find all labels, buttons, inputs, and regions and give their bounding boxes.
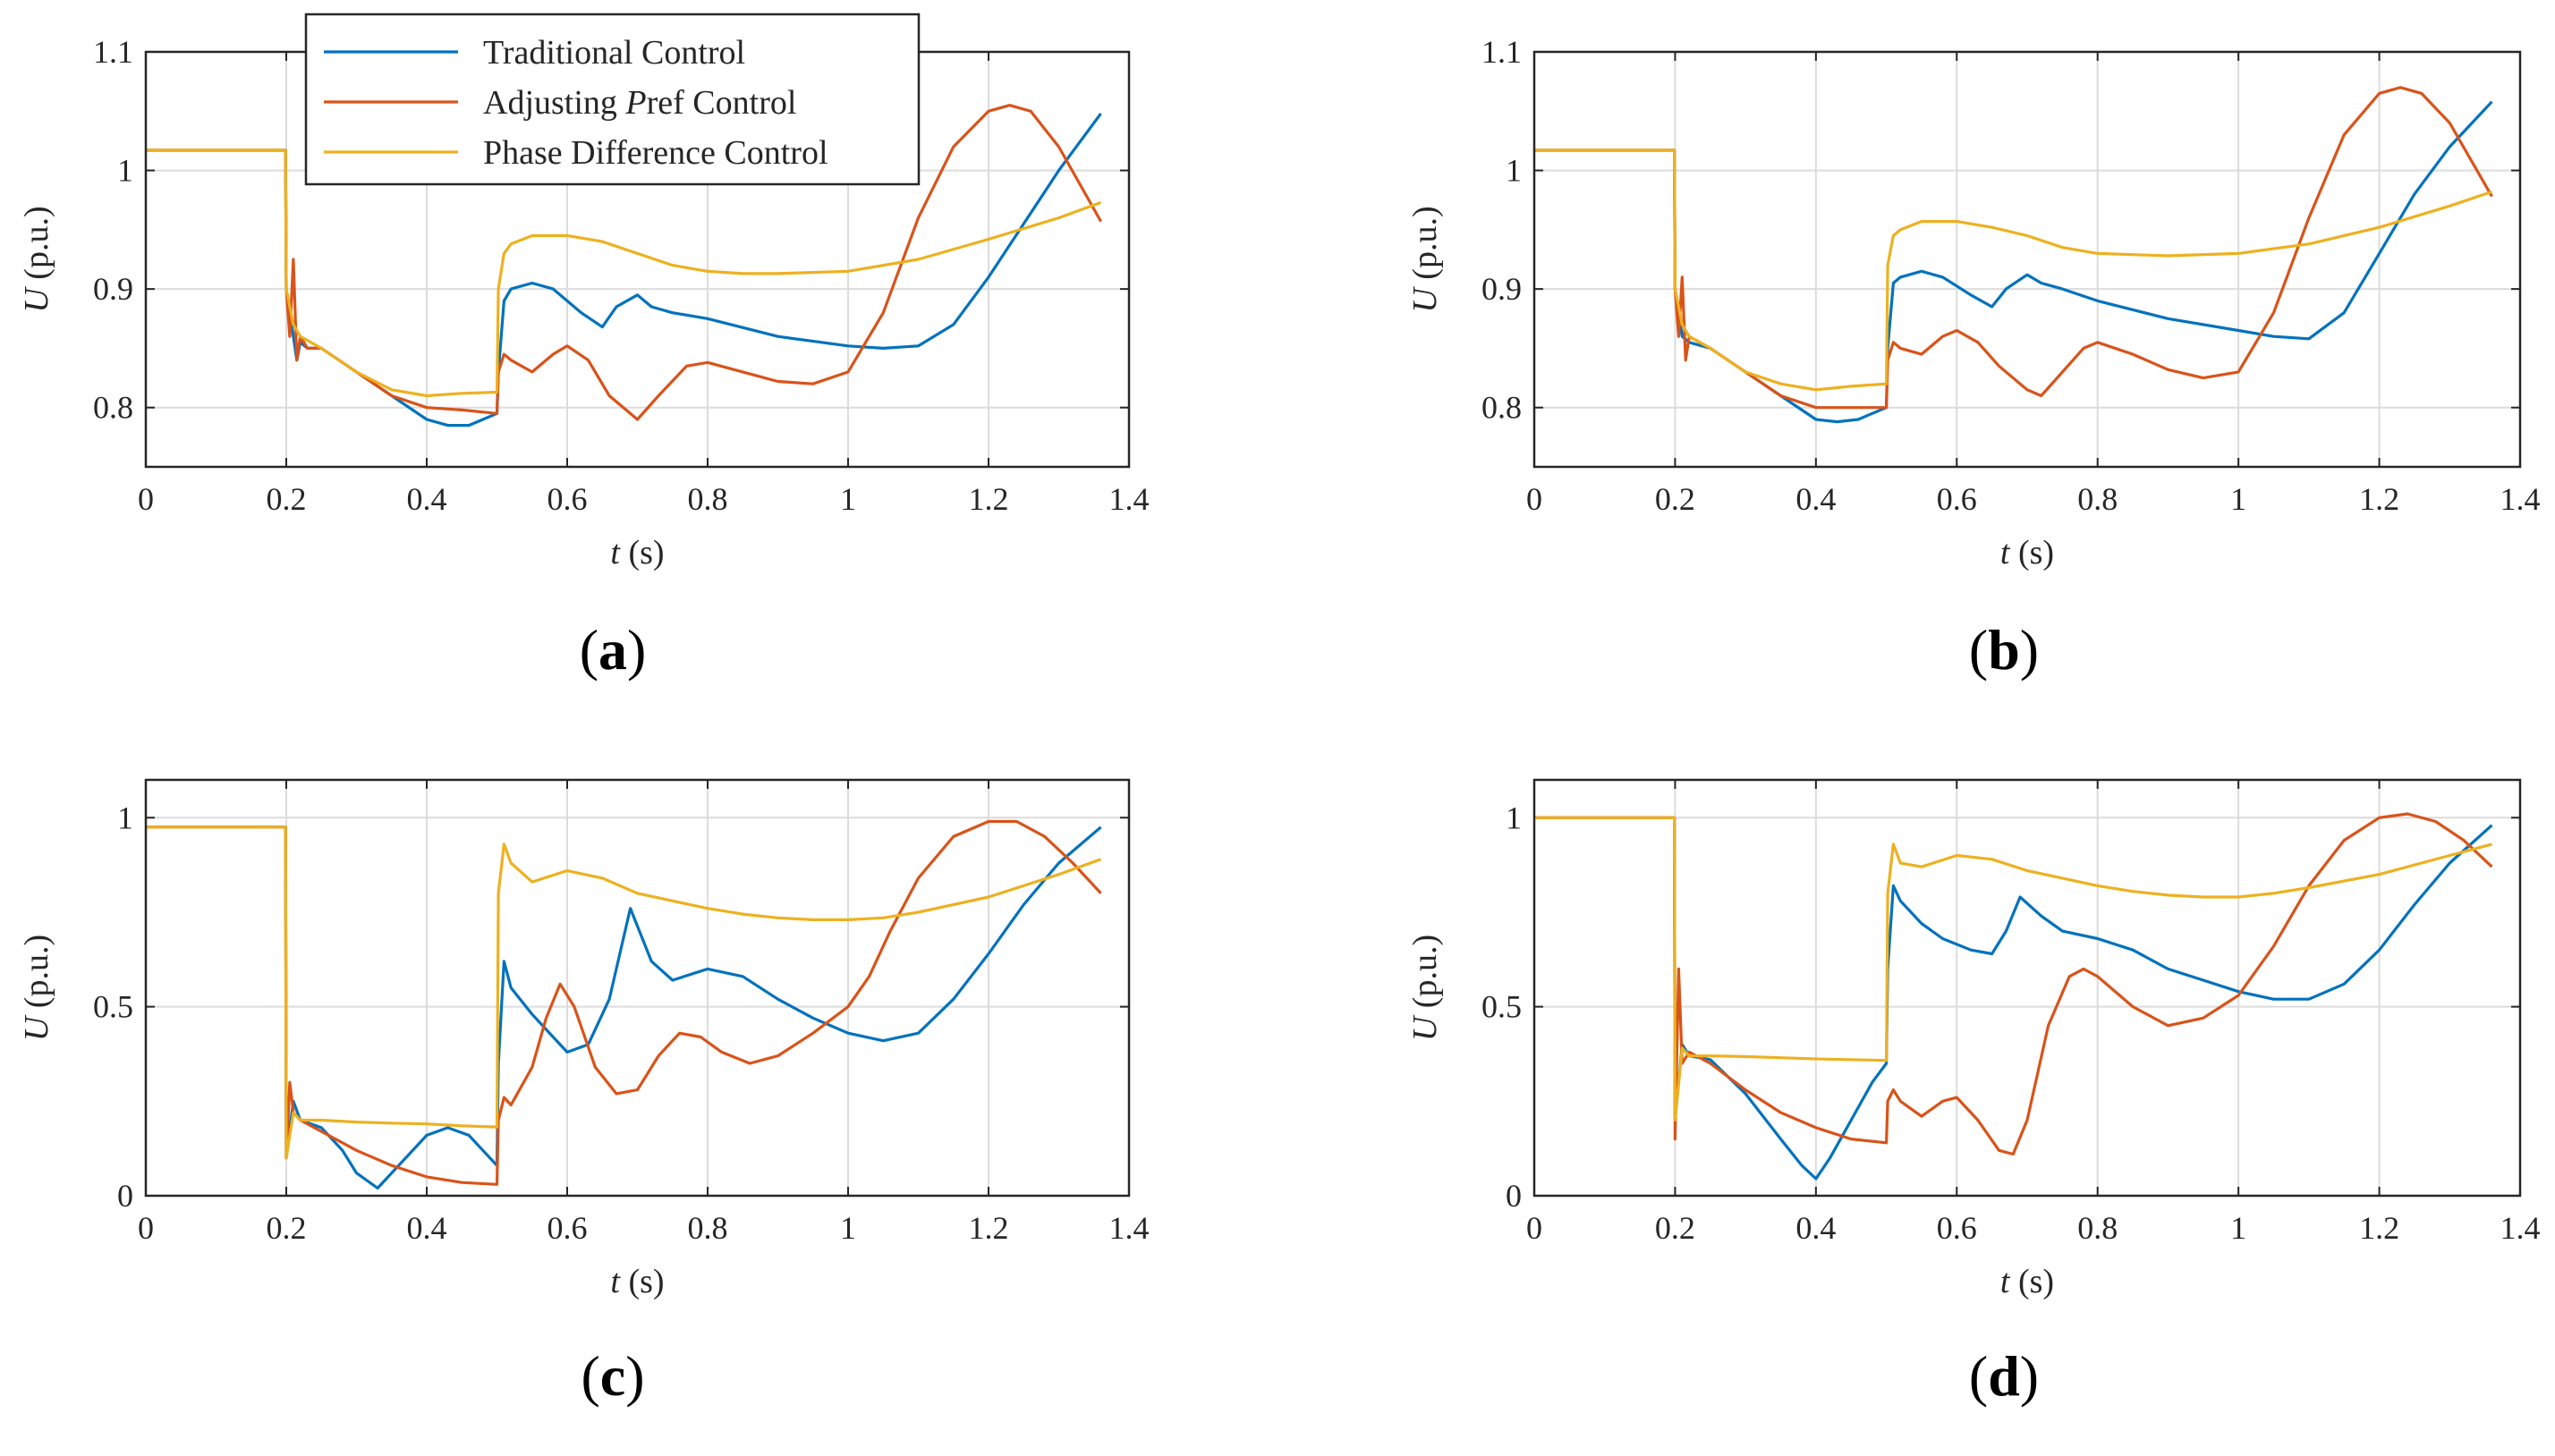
- series-line-phase-difference-control: [1534, 148, 2493, 392]
- series-line-adjusting-pref-control: [1534, 812, 2493, 1156]
- x-axis-label: t (s): [610, 1263, 664, 1300]
- legend-label-adjusting-pref-control: Adjusting Pref Control: [483, 84, 796, 122]
- x-tick-label: 0.8: [2077, 481, 2118, 517]
- legend-box: [304, 13, 921, 186]
- y-axis-label: U (p.u.): [1406, 206, 1444, 312]
- series-line-adjusting-pref-control: [146, 819, 1102, 1186]
- chart-panel-c: 0 0.2 0.4 0.6 0.8 1 1.2 1.4 0 0.5 1 t (s) U (p.u.) (c…: [18, 778, 1150, 1408]
- y-axis-label: U (p.u.): [18, 206, 55, 312]
- x-tick-label: 0.4: [1795, 481, 1836, 517]
- x-tick-label: 0.2: [267, 1210, 307, 1246]
- x-tick-label: 0.4: [407, 481, 447, 517]
- chart-panel-d: 0 0.2 0.4 0.6 0.8 1 1.2 1.4 0 0.5 1 t (s) U (p.u.) (d…: [1406, 778, 2541, 1408]
- axes-box: [1532, 778, 2522, 1198]
- legend-label-phase-difference-control: Phase Difference Control: [483, 134, 828, 172]
- y-tick-label: 0.9: [1481, 271, 1522, 307]
- x-tick-label: 1: [2230, 481, 2246, 517]
- legend: Traditional Control Adjusting Pref Contro…: [304, 13, 921, 186]
- x-tick-label: 1.4: [2500, 1210, 2541, 1246]
- plot-area: [146, 780, 1129, 1196]
- x-tick-label: 0: [1526, 481, 1542, 517]
- x-tick-label: 0.2: [267, 481, 307, 517]
- y-tick-label: 1: [1506, 153, 1522, 189]
- x-tick-label: 1.2: [2359, 1210, 2399, 1246]
- axes-box: [1532, 50, 2522, 469]
- x-tick-label: 0.4: [1795, 1210, 1836, 1246]
- series-line-traditional-control: [1534, 816, 2493, 1181]
- y-tick-label: 0: [117, 1178, 133, 1214]
- legend-label-traditional-control: Traditional Control: [483, 34, 745, 72]
- series-line-phase-difference-control: [146, 825, 1102, 1160]
- x-tick-label: 0.8: [688, 481, 728, 517]
- x-tick-label: 1: [840, 481, 856, 517]
- x-tick-label: 1.2: [969, 481, 1009, 517]
- x-tick-label: 0.4: [407, 1210, 447, 1246]
- panel-label: (c): [581, 1344, 644, 1408]
- y-axis-label: U (p.u.): [18, 935, 55, 1041]
- x-tick-label: 0.6: [548, 481, 588, 517]
- chart-panels: 0 0.2 0.4 0.6 0.8 1 1.2 1.4 0.8 0.9 1 1.1 t (s) U (p.…: [18, 34, 2541, 1408]
- panel-label: (b): [1969, 618, 2039, 681]
- x-tick-label: 1: [840, 1210, 856, 1246]
- y-tick-label: 1.1: [93, 34, 133, 70]
- x-tick-label: 0: [138, 1210, 154, 1246]
- y-tick-label: 1: [117, 153, 133, 189]
- y-tick-label: 1: [117, 800, 133, 835]
- x-tick-label: 0.8: [2077, 1210, 2118, 1246]
- panel-label: (d): [1969, 1344, 2039, 1408]
- plot-area: [1534, 52, 2520, 467]
- y-tick-label: 0.9: [93, 271, 133, 307]
- series-group: [146, 819, 1102, 1190]
- x-axis-label: t (s): [610, 534, 664, 571]
- y-axis-label: U (p.u.): [1406, 935, 1444, 1041]
- x-tick-label: 1.4: [1109, 481, 1150, 517]
- x-tick-label: 1.2: [2359, 481, 2399, 517]
- y-tick-label: 0: [1506, 1178, 1522, 1214]
- series-group: [1534, 86, 2493, 424]
- x-tick-label: 1: [2230, 1210, 2246, 1246]
- x-tick-label: 0.2: [1655, 481, 1695, 517]
- plot-area: [1534, 780, 2520, 1196]
- series-group: [1534, 812, 2493, 1181]
- axes-box: [144, 778, 1131, 1198]
- x-tick-label: 0.8: [688, 1210, 728, 1246]
- x-axis-label: t (s): [2000, 1263, 2054, 1300]
- x-tick-label: 1.2: [969, 1210, 1009, 1246]
- series-group: [146, 104, 1102, 427]
- x-tick-label: 1.4: [1109, 1210, 1150, 1246]
- panel-label: (a): [580, 618, 647, 681]
- x-tick-label: 0.6: [1937, 1210, 1977, 1246]
- x-tick-label: 0: [138, 481, 154, 517]
- y-tick-label: 0.5: [93, 989, 133, 1025]
- series-line-phase-difference-control: [146, 148, 1102, 398]
- chart-panel-b: 0 0.2 0.4 0.6 0.8 1 1.2 1.4 0.8 0.9 1 1.1 t (s) U (p.…: [1406, 34, 2541, 681]
- y-tick-label: 1.1: [1481, 34, 1522, 70]
- y-tick-label: 1: [1506, 800, 1522, 835]
- x-tick-label: 1.4: [2500, 481, 2541, 517]
- x-tick-label: 0.6: [548, 1210, 588, 1246]
- series-line-phase-difference-control: [1534, 816, 2492, 1122]
- y-tick-label: 0.8: [1481, 390, 1522, 426]
- x-tick-label: 0: [1526, 1210, 1542, 1246]
- x-axis-label: t (s): [2000, 534, 2054, 571]
- y-tick-label: 0.8: [93, 390, 133, 426]
- x-tick-label: 0.2: [1655, 1210, 1695, 1246]
- y-tick-label: 0.5: [1481, 989, 1522, 1025]
- x-tick-label: 0.6: [1937, 481, 1977, 517]
